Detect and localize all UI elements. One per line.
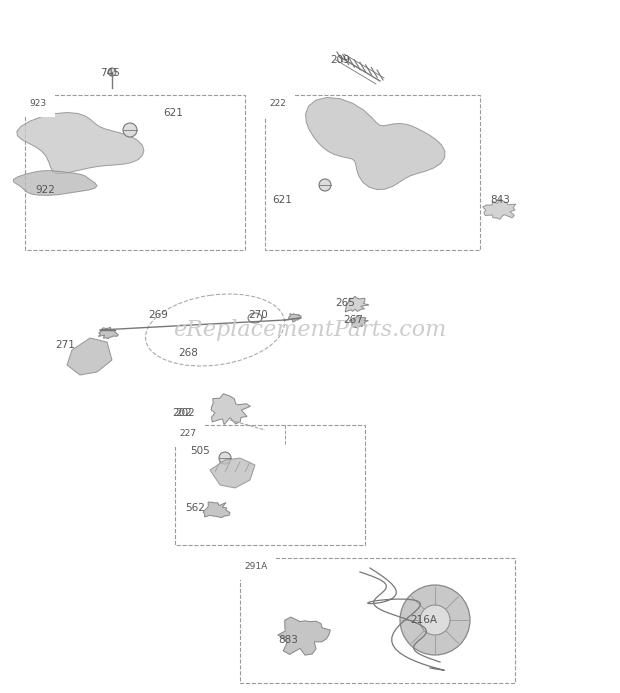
Text: 202: 202 <box>175 408 195 418</box>
Text: 227: 227 <box>179 429 196 438</box>
Text: 216A: 216A <box>410 615 437 625</box>
Polygon shape <box>289 313 301 322</box>
Bar <box>25 95 245 250</box>
Text: 267: 267 <box>343 315 363 325</box>
Text: 209: 209 <box>330 55 350 65</box>
Text: 621: 621 <box>163 108 183 118</box>
Text: 745: 745 <box>100 68 120 78</box>
Polygon shape <box>211 394 250 425</box>
Text: 922: 922 <box>35 185 55 195</box>
Text: 883: 883 <box>278 635 298 645</box>
Polygon shape <box>203 502 230 518</box>
Text: 270: 270 <box>248 310 268 320</box>
Polygon shape <box>482 199 516 219</box>
Text: 291A: 291A <box>244 562 267 571</box>
Text: 269: 269 <box>148 310 168 320</box>
Text: 505: 505 <box>190 446 210 456</box>
Circle shape <box>108 68 116 76</box>
Circle shape <box>400 585 470 655</box>
Bar <box>175 425 365 545</box>
Polygon shape <box>14 170 97 195</box>
Polygon shape <box>306 98 445 190</box>
Text: eReplacementParts.com: eReplacementParts.com <box>174 319 446 341</box>
Text: 271: 271 <box>55 340 75 350</box>
Polygon shape <box>67 338 112 375</box>
Circle shape <box>123 123 137 137</box>
Bar <box>240 558 515 683</box>
Polygon shape <box>210 458 255 488</box>
Text: 222: 222 <box>269 99 286 108</box>
Text: 843: 843 <box>490 195 510 205</box>
Polygon shape <box>17 112 144 174</box>
Polygon shape <box>278 617 330 655</box>
Text: 202: 202 <box>172 408 192 418</box>
Polygon shape <box>345 297 369 312</box>
Circle shape <box>219 452 231 464</box>
Circle shape <box>319 179 331 191</box>
Polygon shape <box>349 315 368 328</box>
Text: 923: 923 <box>29 99 46 108</box>
Text: 268: 268 <box>178 348 198 358</box>
Text: 265: 265 <box>335 298 355 308</box>
Bar <box>265 95 480 250</box>
Text: 562: 562 <box>185 503 205 513</box>
Circle shape <box>420 605 450 635</box>
Text: 621: 621 <box>272 195 292 205</box>
Polygon shape <box>99 327 118 339</box>
